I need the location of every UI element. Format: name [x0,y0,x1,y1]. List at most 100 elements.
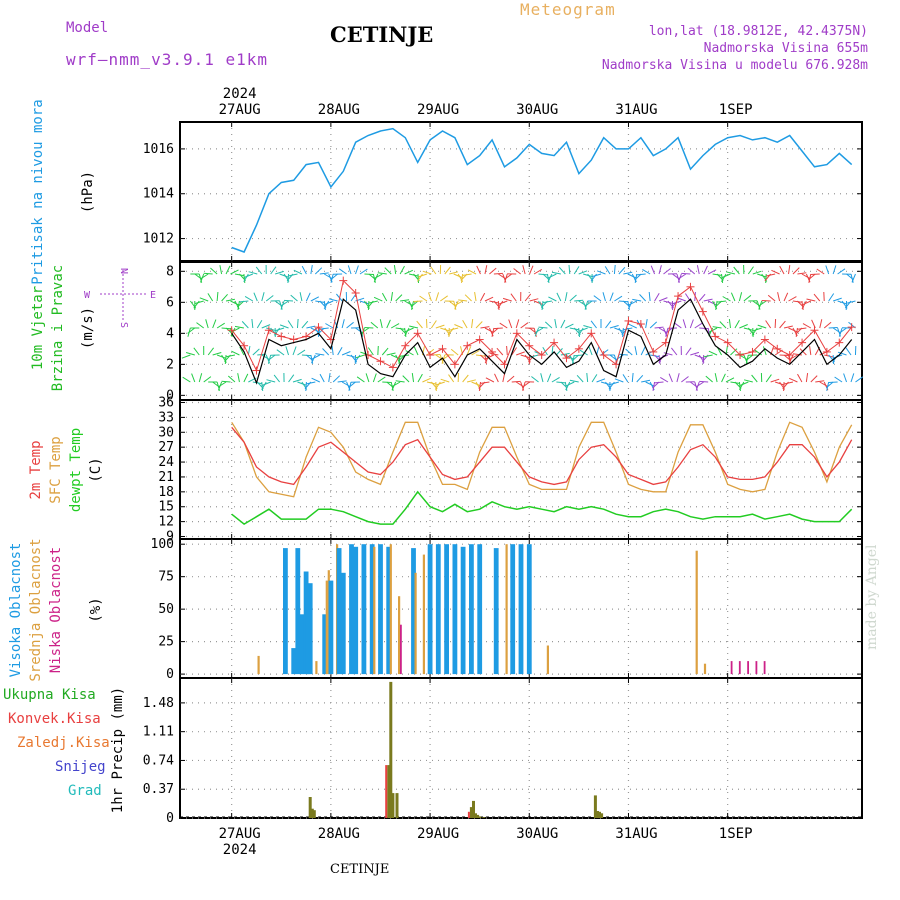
wind-barb [386,352,396,356]
high-cloud-bar [336,548,342,675]
wind-barb [410,300,419,308]
wind-barb [230,269,239,275]
mid-cloud-bar [373,546,376,675]
wind-barb [726,271,736,275]
wind-gust-marker [500,360,509,369]
pressure-line [231,127,853,253]
wind-barb [225,265,231,275]
wind-barb [381,347,389,356]
wind-barb [466,346,472,356]
wind-barb [574,354,584,357]
wind-barb [273,374,281,383]
wind-barb [231,350,240,356]
wind-barb [834,376,843,383]
cloud-ytick-label: 75 [158,570,174,585]
elevation-label: Nadmorska Visina 655m [703,41,868,56]
wind-barb [677,297,687,302]
wind-barb [355,265,359,275]
wind-barb [805,373,809,383]
wind-barb [524,293,532,302]
wind-barbs [181,264,864,392]
wind-barb [783,325,793,329]
wind-barb [404,327,410,337]
wind-barb [489,300,499,304]
wind-barb [571,354,580,362]
wind-barb [502,373,506,383]
wind-barb [476,265,481,275]
wind-barb [687,267,696,275]
wind-barb [480,381,490,384]
wind-barb [609,325,619,329]
wind-barb [243,273,249,282]
wind-barb [449,271,459,275]
wind-gust-marker [698,307,707,316]
high-cloud-bar [299,614,305,675]
precip-bar [600,813,604,818]
wind-barb [395,294,403,302]
precip-legend-item: Ukupna Kisa [3,687,96,703]
wind-gust-marker [512,329,521,338]
low-cloud-bar [400,624,402,675]
wind-barb [311,377,320,383]
wind-barb [458,299,468,302]
wind-gust-marker [736,351,745,360]
high-cloud-bar [340,572,346,675]
wind-barb [422,270,432,275]
wind-barb [413,300,423,302]
mid-cloud-bar [505,544,508,675]
high-cloud-bar [427,544,433,675]
wind-barb [367,347,374,356]
pressure-ylabel: Pritisak na nivou mora [30,99,46,284]
wind-barb [714,373,718,383]
low-cloud-bar [747,661,749,675]
temp-ytick-label: 27 [158,440,174,455]
wind-barb [377,272,387,275]
wind-gust-marker [277,332,286,341]
wind-ytick-label: 4 [166,326,174,341]
wind-barb [593,295,602,302]
wind-barb [717,300,727,303]
wind-barb [292,346,297,356]
wind-barb [305,381,307,392]
wind-barb [365,373,370,383]
wind-barb [440,327,450,332]
wind-gust-marker [773,344,782,353]
wind-gust-marker [785,351,794,360]
wind-barb [510,293,517,302]
wind-barb [806,298,816,302]
wind-gust-marker [227,326,236,335]
wind-barb [484,354,487,364]
wind-barb [496,347,504,356]
wind-barb [712,273,722,276]
wind-barb [297,349,306,356]
wind-barb [813,293,821,302]
wind-gust-marker [475,335,484,344]
wind-barb [218,381,227,388]
wind-barb [837,300,847,305]
wind-barb [348,381,356,389]
cloud-ylabel-3: Niska Oblacnost [48,547,64,673]
wind-barb [548,296,557,302]
wind-barb [435,324,445,329]
wind-ylabel-2: Brzina i Pravac [50,265,66,391]
wind-barb [355,354,365,359]
temp-unit: (C) [88,457,104,482]
wind-barb [753,327,762,332]
signature: made by Angel [864,544,880,651]
wind-barb [636,273,646,276]
wind-barb [338,268,347,275]
temp-ytick-label: 15 [158,500,174,515]
wind-barb [663,300,673,304]
wind-barb [832,265,837,275]
wind-barb [774,381,784,386]
wind-barb [605,320,612,329]
wind-barb [722,273,731,278]
wind-barb [650,354,660,358]
top-day-label: 27AUG [219,102,261,118]
wind-barb [328,373,331,383]
temp-ytick-label: 30 [158,425,174,440]
wind-barb [480,292,486,302]
wind-barb [730,348,738,356]
wind-barb [641,379,651,383]
